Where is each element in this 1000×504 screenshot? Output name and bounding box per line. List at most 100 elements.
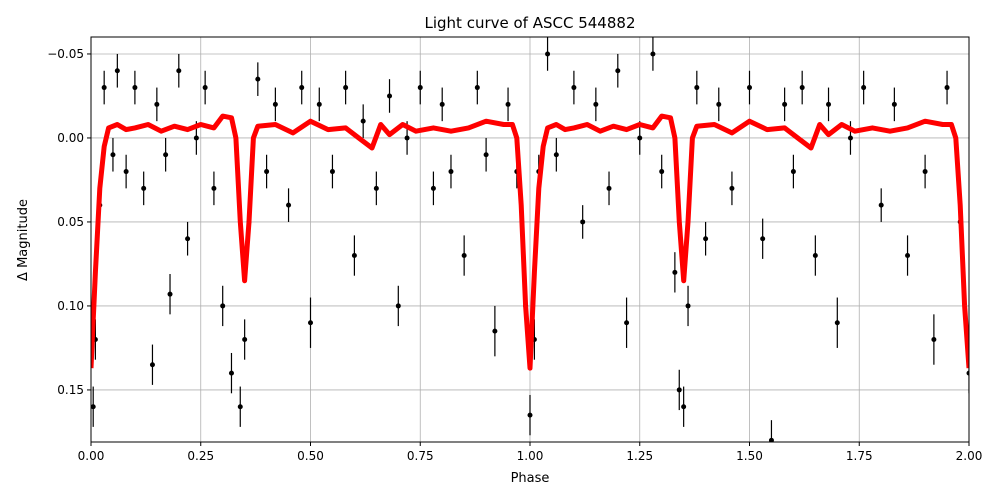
data-point: [110, 152, 116, 158]
data-point: [360, 118, 366, 124]
x-tick-label: 0.00: [78, 449, 105, 463]
data-point: [834, 320, 840, 326]
data-point: [505, 101, 511, 107]
data-point: [211, 185, 217, 191]
data-point: [905, 253, 911, 259]
plot-area: [91, 37, 969, 442]
x-tick-label: 0.75: [407, 449, 434, 463]
data-point: [167, 291, 173, 297]
x-tick-label: 0.50: [297, 449, 324, 463]
data-point: [220, 303, 226, 309]
data-point: [944, 85, 950, 91]
data-point: [123, 169, 129, 175]
x-tick-label: 1.50: [736, 449, 763, 463]
data-point: [966, 370, 969, 376]
data-point: [343, 85, 349, 91]
grid: [90, 37, 970, 442]
model-curve: [91, 113, 969, 371]
data-point: [299, 85, 305, 91]
data-point: [154, 101, 160, 107]
data-point: [685, 303, 691, 309]
data-point: [527, 412, 533, 418]
data-point: [193, 135, 199, 141]
data-point: [404, 135, 410, 141]
data-point: [716, 101, 722, 107]
data-point: [132, 85, 138, 91]
chart-title: Light curve of ASCC 544882: [425, 14, 636, 32]
data-point: [308, 320, 313, 326]
data-point: [799, 85, 805, 91]
y-tick-label: 0.05: [57, 215, 84, 229]
y-tick-label: 0.10: [57, 299, 84, 313]
data-point: [729, 185, 735, 191]
data-point: [286, 202, 292, 208]
data-point: [483, 152, 489, 158]
data-point: [351, 253, 357, 259]
x-axis-label: Phase: [511, 471, 550, 486]
data-point: [672, 269, 678, 275]
data-point: [114, 68, 120, 74]
data-point: [176, 68, 182, 74]
data-point: [395, 303, 401, 309]
data-point: [101, 85, 107, 91]
data-point: [163, 152, 169, 158]
y-tick-label: −0.05: [47, 47, 84, 61]
data-point: [439, 101, 445, 107]
data-point: [149, 362, 155, 368]
data-point: [373, 185, 379, 191]
data-point: [790, 169, 796, 175]
x-tick-label: 1.00: [517, 449, 544, 463]
x-tick-label: 1.25: [626, 449, 653, 463]
data-point: [387, 93, 393, 99]
data-point: [861, 85, 867, 91]
data-point: [593, 101, 599, 107]
data-point: [681, 404, 687, 410]
data-point: [847, 135, 853, 141]
data-point: [624, 320, 630, 326]
data-point: [430, 185, 436, 191]
data-point: [615, 68, 621, 74]
x-tick-label: 2.00: [956, 449, 983, 463]
data-point: [747, 85, 752, 91]
data-point: [571, 85, 577, 91]
data-point: [637, 135, 643, 141]
data-point: [492, 328, 498, 334]
data-point: [922, 169, 928, 175]
data-point: [694, 85, 700, 91]
ticks: 0.00 0.25 0.50 0.75 1.00 1.25 1.50 1.75 2.00 −0.0…: [47, 47, 982, 463]
data-point: [812, 253, 818, 259]
data-point: [474, 85, 480, 91]
data-point: [545, 51, 551, 57]
data-point: [703, 236, 709, 242]
data-point: [782, 101, 788, 107]
data-point: [202, 85, 208, 91]
data-point: [650, 51, 656, 57]
data-point: [448, 169, 454, 175]
data-point: [931, 337, 937, 343]
y-tick-label: 0.00: [57, 131, 84, 145]
data-point: [316, 101, 322, 107]
data-point: [255, 76, 261, 82]
data-point: [237, 404, 243, 410]
data-point: [760, 236, 766, 242]
data-point: [329, 169, 335, 175]
data-point: [272, 101, 278, 107]
data-point: [553, 152, 559, 158]
y-tick-label: 0.15: [57, 383, 84, 397]
data-point: [891, 101, 897, 107]
data-point: [91, 404, 96, 410]
data-point: [606, 185, 612, 191]
data-point: [141, 185, 147, 191]
data-point: [580, 219, 586, 225]
data-point: [878, 202, 884, 208]
data-point: [676, 387, 682, 393]
y-axis-label: Δ Magnitude: [16, 199, 31, 281]
data-point: [417, 85, 423, 91]
data-point: [242, 337, 248, 343]
data-point: [461, 253, 467, 259]
data-point: [826, 101, 832, 107]
data-point: [228, 370, 234, 376]
x-tick-label: 0.25: [187, 449, 214, 463]
x-tick-label: 1.75: [846, 449, 873, 463]
data-point: [659, 169, 665, 175]
